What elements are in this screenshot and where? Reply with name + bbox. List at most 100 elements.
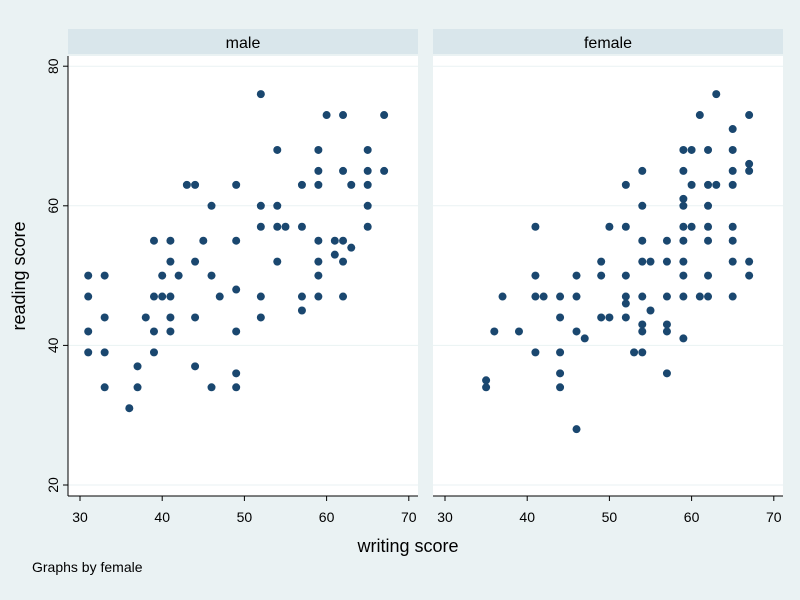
y-axis-label: reading score <box>9 221 29 330</box>
data-point <box>191 362 200 371</box>
data-point <box>745 257 754 266</box>
data-point <box>597 257 606 266</box>
data-point <box>704 292 713 301</box>
data-point <box>556 292 565 301</box>
data-point <box>330 236 339 245</box>
data-point <box>597 313 606 322</box>
data-point <box>339 111 348 120</box>
data-point <box>339 166 348 175</box>
data-point <box>679 257 688 266</box>
data-point <box>638 236 647 245</box>
data-point <box>687 180 696 189</box>
data-point <box>728 236 737 245</box>
data-point <box>84 348 93 357</box>
data-point <box>728 257 737 266</box>
data-point <box>662 292 671 301</box>
data-point <box>314 292 323 301</box>
data-point <box>149 327 158 336</box>
data-point <box>630 348 639 357</box>
data-point <box>232 369 241 378</box>
data-point <box>621 180 630 189</box>
data-point <box>191 180 200 189</box>
data-point <box>347 180 356 189</box>
data-point <box>679 236 688 245</box>
data-point <box>281 222 290 231</box>
plot-area <box>433 56 783 496</box>
data-point <box>662 327 671 336</box>
data-point <box>580 334 589 343</box>
data-point <box>133 383 142 392</box>
data-point <box>490 327 499 336</box>
data-point <box>256 313 265 322</box>
data-point <box>182 180 191 189</box>
data-point <box>646 257 655 266</box>
panel-title: male <box>226 35 261 52</box>
y-tick-label: 20 <box>45 477 61 493</box>
x-tick-label: 70 <box>401 509 417 525</box>
x-tick-label: 60 <box>319 509 335 525</box>
data-point <box>232 383 241 392</box>
data-point <box>314 180 323 189</box>
data-point <box>125 404 134 413</box>
data-point <box>662 236 671 245</box>
x-tick-label: 40 <box>519 509 535 525</box>
data-point <box>745 111 754 120</box>
data-point <box>638 292 647 301</box>
data-point <box>498 292 507 301</box>
data-point <box>531 271 540 280</box>
data-point <box>662 369 671 378</box>
data-point <box>273 222 282 231</box>
data-point <box>728 166 737 175</box>
data-point <box>232 285 241 294</box>
data-point <box>314 166 323 175</box>
x-tick-label: 70 <box>766 509 782 525</box>
data-point <box>638 166 647 175</box>
panel-header <box>433 29 783 54</box>
plot-area <box>68 56 418 496</box>
data-point <box>273 145 282 154</box>
data-point <box>482 383 491 392</box>
data-point <box>621 313 630 322</box>
data-point <box>174 271 183 280</box>
data-point <box>605 222 614 231</box>
data-point <box>339 257 348 266</box>
data-point <box>207 271 216 280</box>
data-point <box>191 313 200 322</box>
x-axis-label: writing score <box>356 536 458 556</box>
data-point <box>297 306 306 315</box>
data-point <box>314 271 323 280</box>
data-point <box>166 313 175 322</box>
x-tick-label: 50 <box>602 509 618 525</box>
data-point <box>330 250 339 259</box>
data-point <box>687 145 696 154</box>
data-point <box>297 222 306 231</box>
data-point <box>297 180 306 189</box>
data-point <box>728 145 737 154</box>
data-point <box>704 180 713 189</box>
x-tick-label: 40 <box>154 509 170 525</box>
data-point <box>100 313 109 322</box>
data-point <box>745 159 754 168</box>
data-point <box>256 292 265 301</box>
data-point <box>158 292 167 301</box>
data-point <box>597 271 606 280</box>
data-point <box>679 194 688 203</box>
data-point <box>482 376 491 385</box>
data-point <box>728 125 737 134</box>
data-point <box>695 111 704 120</box>
panel-female: female 30 40 50 60 70 <box>433 29 783 525</box>
data-point <box>141 313 150 322</box>
data-point <box>322 111 331 120</box>
data-point <box>339 292 348 301</box>
data-point <box>207 201 216 210</box>
data-point <box>638 257 647 266</box>
data-point <box>256 201 265 210</box>
data-point <box>363 201 372 210</box>
data-point <box>100 348 109 357</box>
data-point <box>380 166 389 175</box>
data-point <box>149 348 158 357</box>
data-point <box>621 271 630 280</box>
data-point <box>728 292 737 301</box>
data-point <box>232 236 241 245</box>
data-point <box>556 348 565 357</box>
